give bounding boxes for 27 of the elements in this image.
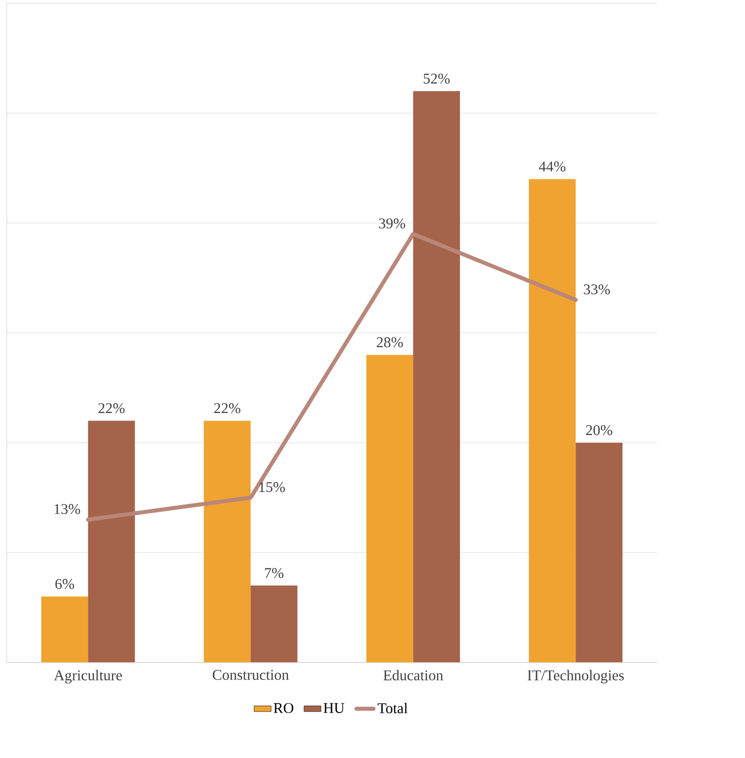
data-label: 6%: [55, 578, 74, 590]
data-label: 20%: [586, 425, 612, 436]
bar: [413, 91, 460, 662]
bar: [204, 420, 251, 662]
data-label: 33%: [584, 284, 610, 294]
bar: [88, 420, 135, 662]
data-label: 28%: [376, 337, 403, 348]
bar: [41, 596, 88, 662]
legend-label: Total: [378, 702, 408, 714]
x-tick-label: IT/Technologies: [527, 670, 624, 684]
bar: [528, 179, 576, 662]
data-label: 22%: [214, 403, 240, 414]
x-tick-label: Construction: [212, 670, 289, 680]
bar: [366, 354, 414, 662]
data-label: 7%: [264, 568, 284, 578]
data-label: 39%: [379, 218, 406, 228]
data-label: 13%: [54, 504, 80, 514]
legend-label: HU: [324, 703, 344, 713]
data-label: 52%: [424, 74, 450, 84]
x-tick-label: Education: [383, 670, 444, 680]
data-label: 44%: [538, 161, 566, 172]
data-label: 22%: [98, 403, 125, 414]
data-label: 15%: [259, 482, 285, 492]
legend-label: RO: [274, 703, 294, 714]
bar: [250, 586, 298, 662]
x-tick-label: Agriculture: [54, 670, 122, 684]
bar: [576, 442, 622, 662]
